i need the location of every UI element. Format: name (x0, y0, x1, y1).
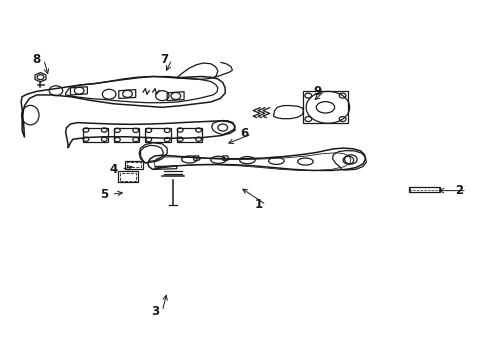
Bar (82, 127, 107, 142)
Text: 4: 4 (110, 163, 118, 176)
Text: 8: 8 (32, 53, 41, 66)
Text: 3: 3 (151, 305, 159, 318)
Bar (302, 91, 348, 123)
Bar (177, 127, 202, 142)
Bar (120, 172, 136, 181)
Bar (145, 128, 170, 142)
Text: 2: 2 (455, 184, 463, 197)
Bar (408, 187, 439, 192)
Bar (124, 161, 142, 168)
Text: 5: 5 (100, 188, 108, 201)
Bar (126, 162, 141, 167)
Text: 7: 7 (161, 53, 168, 66)
Bar (118, 171, 138, 183)
Text: 6: 6 (240, 127, 248, 140)
Bar (114, 128, 139, 142)
Text: 1: 1 (254, 198, 263, 211)
Text: 9: 9 (312, 85, 321, 98)
